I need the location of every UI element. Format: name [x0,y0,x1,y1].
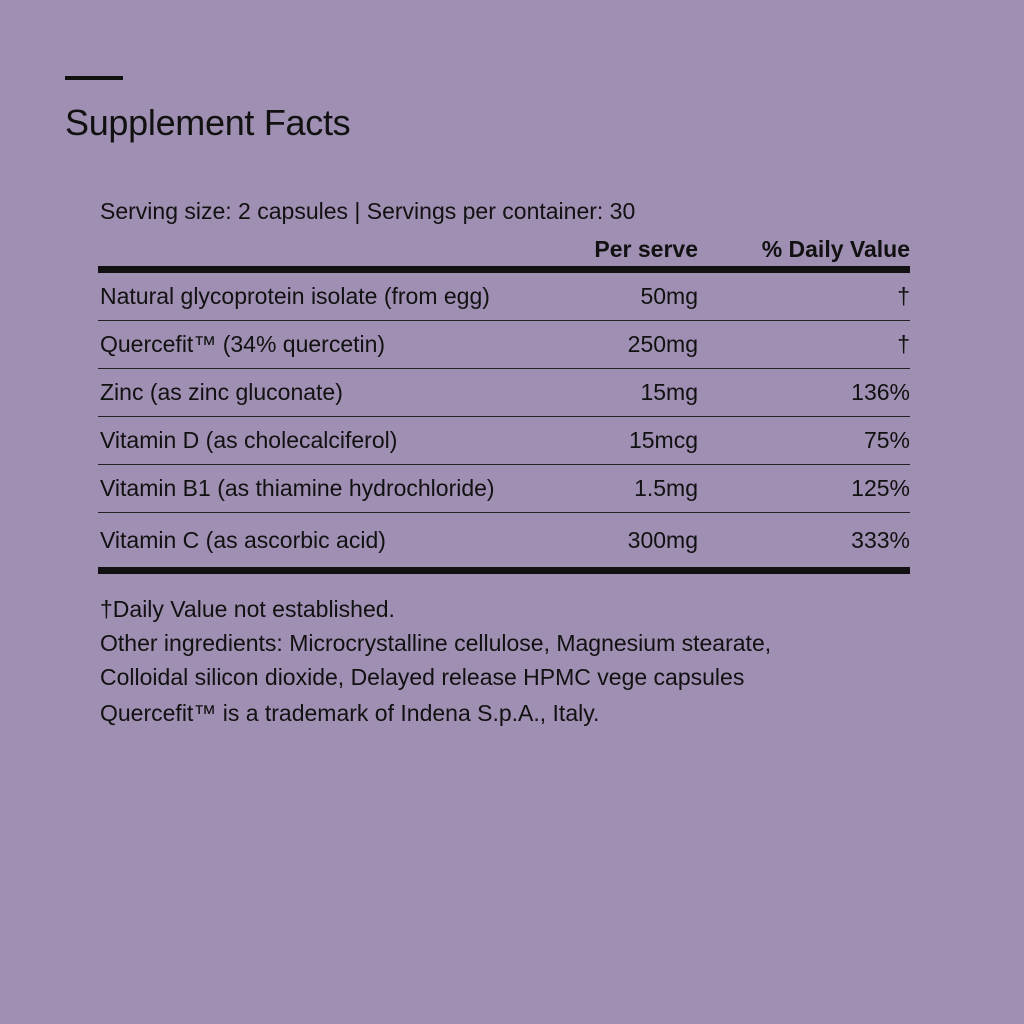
dv-note: †Daily Value not established. [100,596,395,622]
ingredient-name: Natural glycoprotein isolate (from egg) [100,283,490,309]
amount-per-serve: 15mcg [628,427,698,453]
divider-thick [98,266,910,273]
title-dash [65,76,123,80]
ingredient-name: Vitamin B1 (as thiamine hydrochloride) [100,475,495,501]
other-ingredients: Other ingredients: Microcrystalline cell… [100,630,772,690]
facts-table: Per serve % Daily Value Natural glycopro… [98,232,910,574]
ingredient-name: Vitamin D (as cholecalciferol) [100,427,398,453]
table-header: Per serve % Daily Value [98,232,910,266]
table-row: Quercefit™ (34% quercetin) 250mg † [98,321,910,369]
amount-per-serve: 50mg [640,283,698,309]
ingredient-name: Quercefit™ (34% quercetin) [100,331,386,357]
amount-per-serve: 250mg [627,331,698,357]
ingredient-name: Vitamin C (as ascorbic acid) [100,526,386,553]
amount-per-serve: 1.5mg [634,475,698,501]
daily-value: † [897,331,910,357]
daily-value: † [897,283,910,309]
header-daily-value: % Daily Value [761,235,910,262]
divider-thick [98,567,910,574]
trademark-note: Quercefit™ is a trademark of Indena S.p.… [100,700,600,726]
table-row: Vitamin B1 (as thiamine hydrochloride) 1.… [98,465,910,513]
table-row: Vitamin C (as ascorbic acid) 300mg 333% [98,513,910,567]
ingredient-name: Zinc (as zinc gluconate) [100,379,343,405]
daily-value: 125% [851,475,910,501]
daily-value: 75% [863,427,910,453]
page-title: Supplement Facts [65,102,351,143]
footnotes: †Daily Value not established. Other ingr… [100,592,820,730]
daily-value: 136% [851,379,910,405]
table-row: Zinc (as zinc gluconate) 15mg 136% [98,369,910,417]
header-per-serve: Per serve [594,235,698,262]
serving-info: Serving size: 2 capsules | Servings per … [100,198,636,224]
daily-value: 333% [851,526,910,553]
table-row: Natural glycoprotein isolate (from egg) 5… [98,273,910,321]
amount-per-serve: 15mg [640,379,698,405]
amount-per-serve: 300mg [627,526,698,553]
table-row: Vitamin D (as cholecalciferol) 15mcg 75% [98,417,910,465]
